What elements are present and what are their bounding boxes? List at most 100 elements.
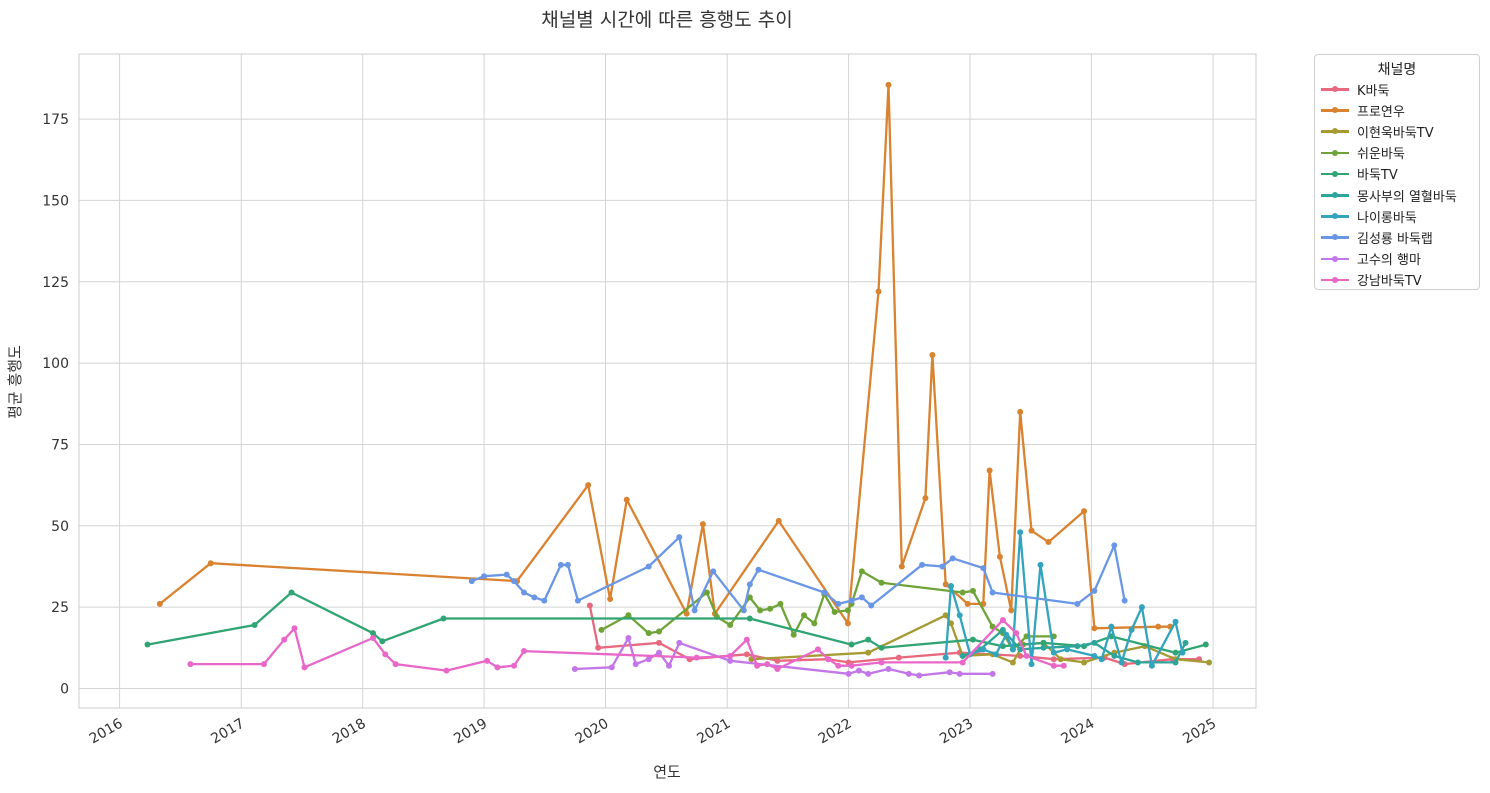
data-point xyxy=(754,662,761,669)
data-point xyxy=(848,641,855,648)
data-point xyxy=(511,578,518,585)
data-point xyxy=(1028,661,1035,668)
data-point xyxy=(1057,656,1064,663)
data-point xyxy=(764,661,771,668)
data-point xyxy=(865,649,872,656)
data-point xyxy=(727,657,734,664)
data-point xyxy=(645,563,652,570)
legend-item: 이현욱바둑TV xyxy=(1321,121,1434,141)
y-tick-label: 125 xyxy=(42,275,69,291)
data-point xyxy=(942,581,949,588)
legend-label: 프로연우 xyxy=(1357,104,1405,120)
legend-label: K바둑 xyxy=(1357,83,1390,99)
data-point xyxy=(757,607,764,614)
x-tick-label: 2023 xyxy=(937,716,976,748)
legend-label: 쉬운바둑 xyxy=(1357,147,1405,163)
y-tick-label: 0 xyxy=(60,681,69,697)
data-point xyxy=(1081,659,1088,666)
data-point xyxy=(370,635,377,642)
data-point xyxy=(790,631,797,638)
legend-label: 고수의 행마 xyxy=(1357,253,1421,269)
data-point xyxy=(1138,604,1145,611)
data-point xyxy=(370,630,377,637)
data-point xyxy=(865,670,872,677)
data-point xyxy=(905,670,912,677)
legend-swatch xyxy=(1321,126,1349,136)
x-tick-label: 2017 xyxy=(208,716,247,748)
data-point xyxy=(835,600,842,607)
data-point xyxy=(755,566,762,573)
data-point xyxy=(1091,625,1098,632)
data-point xyxy=(980,565,987,572)
data-point xyxy=(623,496,630,503)
data-point xyxy=(878,644,885,651)
data-point xyxy=(656,649,663,656)
data-point xyxy=(1028,527,1035,534)
data-point xyxy=(645,656,652,663)
data-point xyxy=(878,579,885,586)
data-point xyxy=(959,589,966,596)
data-point xyxy=(1172,618,1179,625)
data-point xyxy=(1091,639,1098,646)
data-point xyxy=(1155,623,1162,630)
series-line xyxy=(944,531,1184,667)
legend-item: 나이롱바둑 xyxy=(1321,206,1417,226)
data-point xyxy=(511,662,518,669)
data-point xyxy=(1134,659,1141,666)
data-point xyxy=(858,594,865,601)
data-point xyxy=(156,600,163,607)
data-point xyxy=(919,561,926,568)
legend-item: 쉬운바둑 xyxy=(1321,143,1405,163)
data-point xyxy=(1111,652,1118,659)
data-point xyxy=(703,589,710,596)
data-point xyxy=(656,628,663,635)
y-tick-label: 150 xyxy=(42,193,69,209)
legend-item: 프로연우 xyxy=(1321,100,1405,120)
legend-swatch xyxy=(1321,211,1349,221)
data-point xyxy=(929,351,936,358)
data-point xyxy=(878,659,885,666)
chart-title: 채널별 시간에 따른 흥행도 추이 xyxy=(541,9,792,31)
legend-label: 강남바둑TV xyxy=(1357,274,1422,290)
data-point xyxy=(699,521,706,528)
data-point xyxy=(844,620,851,627)
data-point xyxy=(481,573,488,580)
x-tick-label: 2018 xyxy=(330,716,369,748)
series-9 xyxy=(187,617,1067,674)
data-point xyxy=(571,665,578,672)
data-point xyxy=(992,651,999,658)
data-point xyxy=(1003,631,1010,638)
data-point xyxy=(916,672,923,679)
data-point xyxy=(1040,644,1047,651)
data-point xyxy=(1017,408,1024,415)
y-tick-label: 175 xyxy=(42,112,69,128)
data-point xyxy=(1091,652,1098,659)
legend-swatch xyxy=(1321,232,1349,242)
data-point xyxy=(727,622,734,629)
data-point xyxy=(895,654,902,661)
x-tick-label: 2020 xyxy=(573,716,612,748)
x-tick-label: 2025 xyxy=(1180,716,1219,748)
data-point xyxy=(494,664,501,671)
data-point xyxy=(986,467,993,474)
data-point xyxy=(531,594,538,601)
data-point xyxy=(608,664,615,671)
data-point xyxy=(683,610,690,617)
data-point xyxy=(392,661,399,668)
data-point xyxy=(775,517,782,524)
data-point xyxy=(1081,508,1088,515)
y-tick-label: 75 xyxy=(51,437,69,453)
series-line xyxy=(574,636,993,677)
data-point xyxy=(1148,662,1155,669)
data-point xyxy=(691,607,698,614)
data-point xyxy=(743,636,750,643)
data-point xyxy=(585,482,592,489)
data-point xyxy=(1009,659,1016,666)
data-point xyxy=(825,656,832,663)
legend-item: 강남바둑TV xyxy=(1321,270,1422,290)
data-point xyxy=(1179,649,1186,656)
data-point xyxy=(1111,542,1118,549)
x-tick-label: 2021 xyxy=(694,716,733,748)
series-line xyxy=(588,605,1200,666)
data-point xyxy=(520,589,527,596)
